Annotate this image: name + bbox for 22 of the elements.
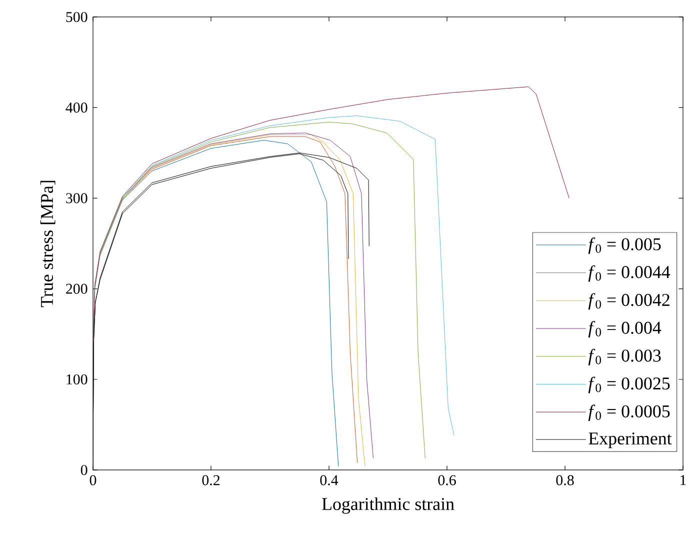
y-tick-label: 500 <box>66 12 88 22</box>
legend-label: f$_{0}$ = 0.005 <box>588 237 661 254</box>
legend-label: Experiment <box>588 432 672 448</box>
x-tick-label: 0 <box>90 475 96 486</box>
y-tick-label: 200 <box>66 284 88 294</box>
x-tick-label: 0.8 <box>556 475 574 486</box>
x-tick-label: 0.4 <box>320 475 338 486</box>
legend-label: f$_{0}$ = 0.003 <box>588 348 661 366</box>
legend-label: f$_{0}$ = 0.0044 <box>588 265 670 282</box>
x-tick-label: 0.6 <box>438 475 456 486</box>
y-tick-label: 300 <box>66 193 88 204</box>
x-tick-label: 1 <box>680 475 686 486</box>
legend-label: f$_{0}$ = 0.0025 <box>588 376 670 394</box>
y-axis-title: True stress [MPa] <box>40 180 56 308</box>
y-tick-label: 0 <box>80 464 88 476</box>
x-tick-label: 0.2 <box>202 475 220 486</box>
legend-label: f$_{0}$ = 0.004 <box>588 321 662 338</box>
y-tick-label: 400 <box>66 102 88 113</box>
legend-label: f$_{0}$ = 0.0005 <box>588 404 670 422</box>
y-tick-label: 100 <box>66 374 88 384</box>
legend-label: f$_{0}$ = 0.0042 <box>588 293 670 310</box>
x-axis-title: Logarithmic strain <box>322 497 454 514</box>
